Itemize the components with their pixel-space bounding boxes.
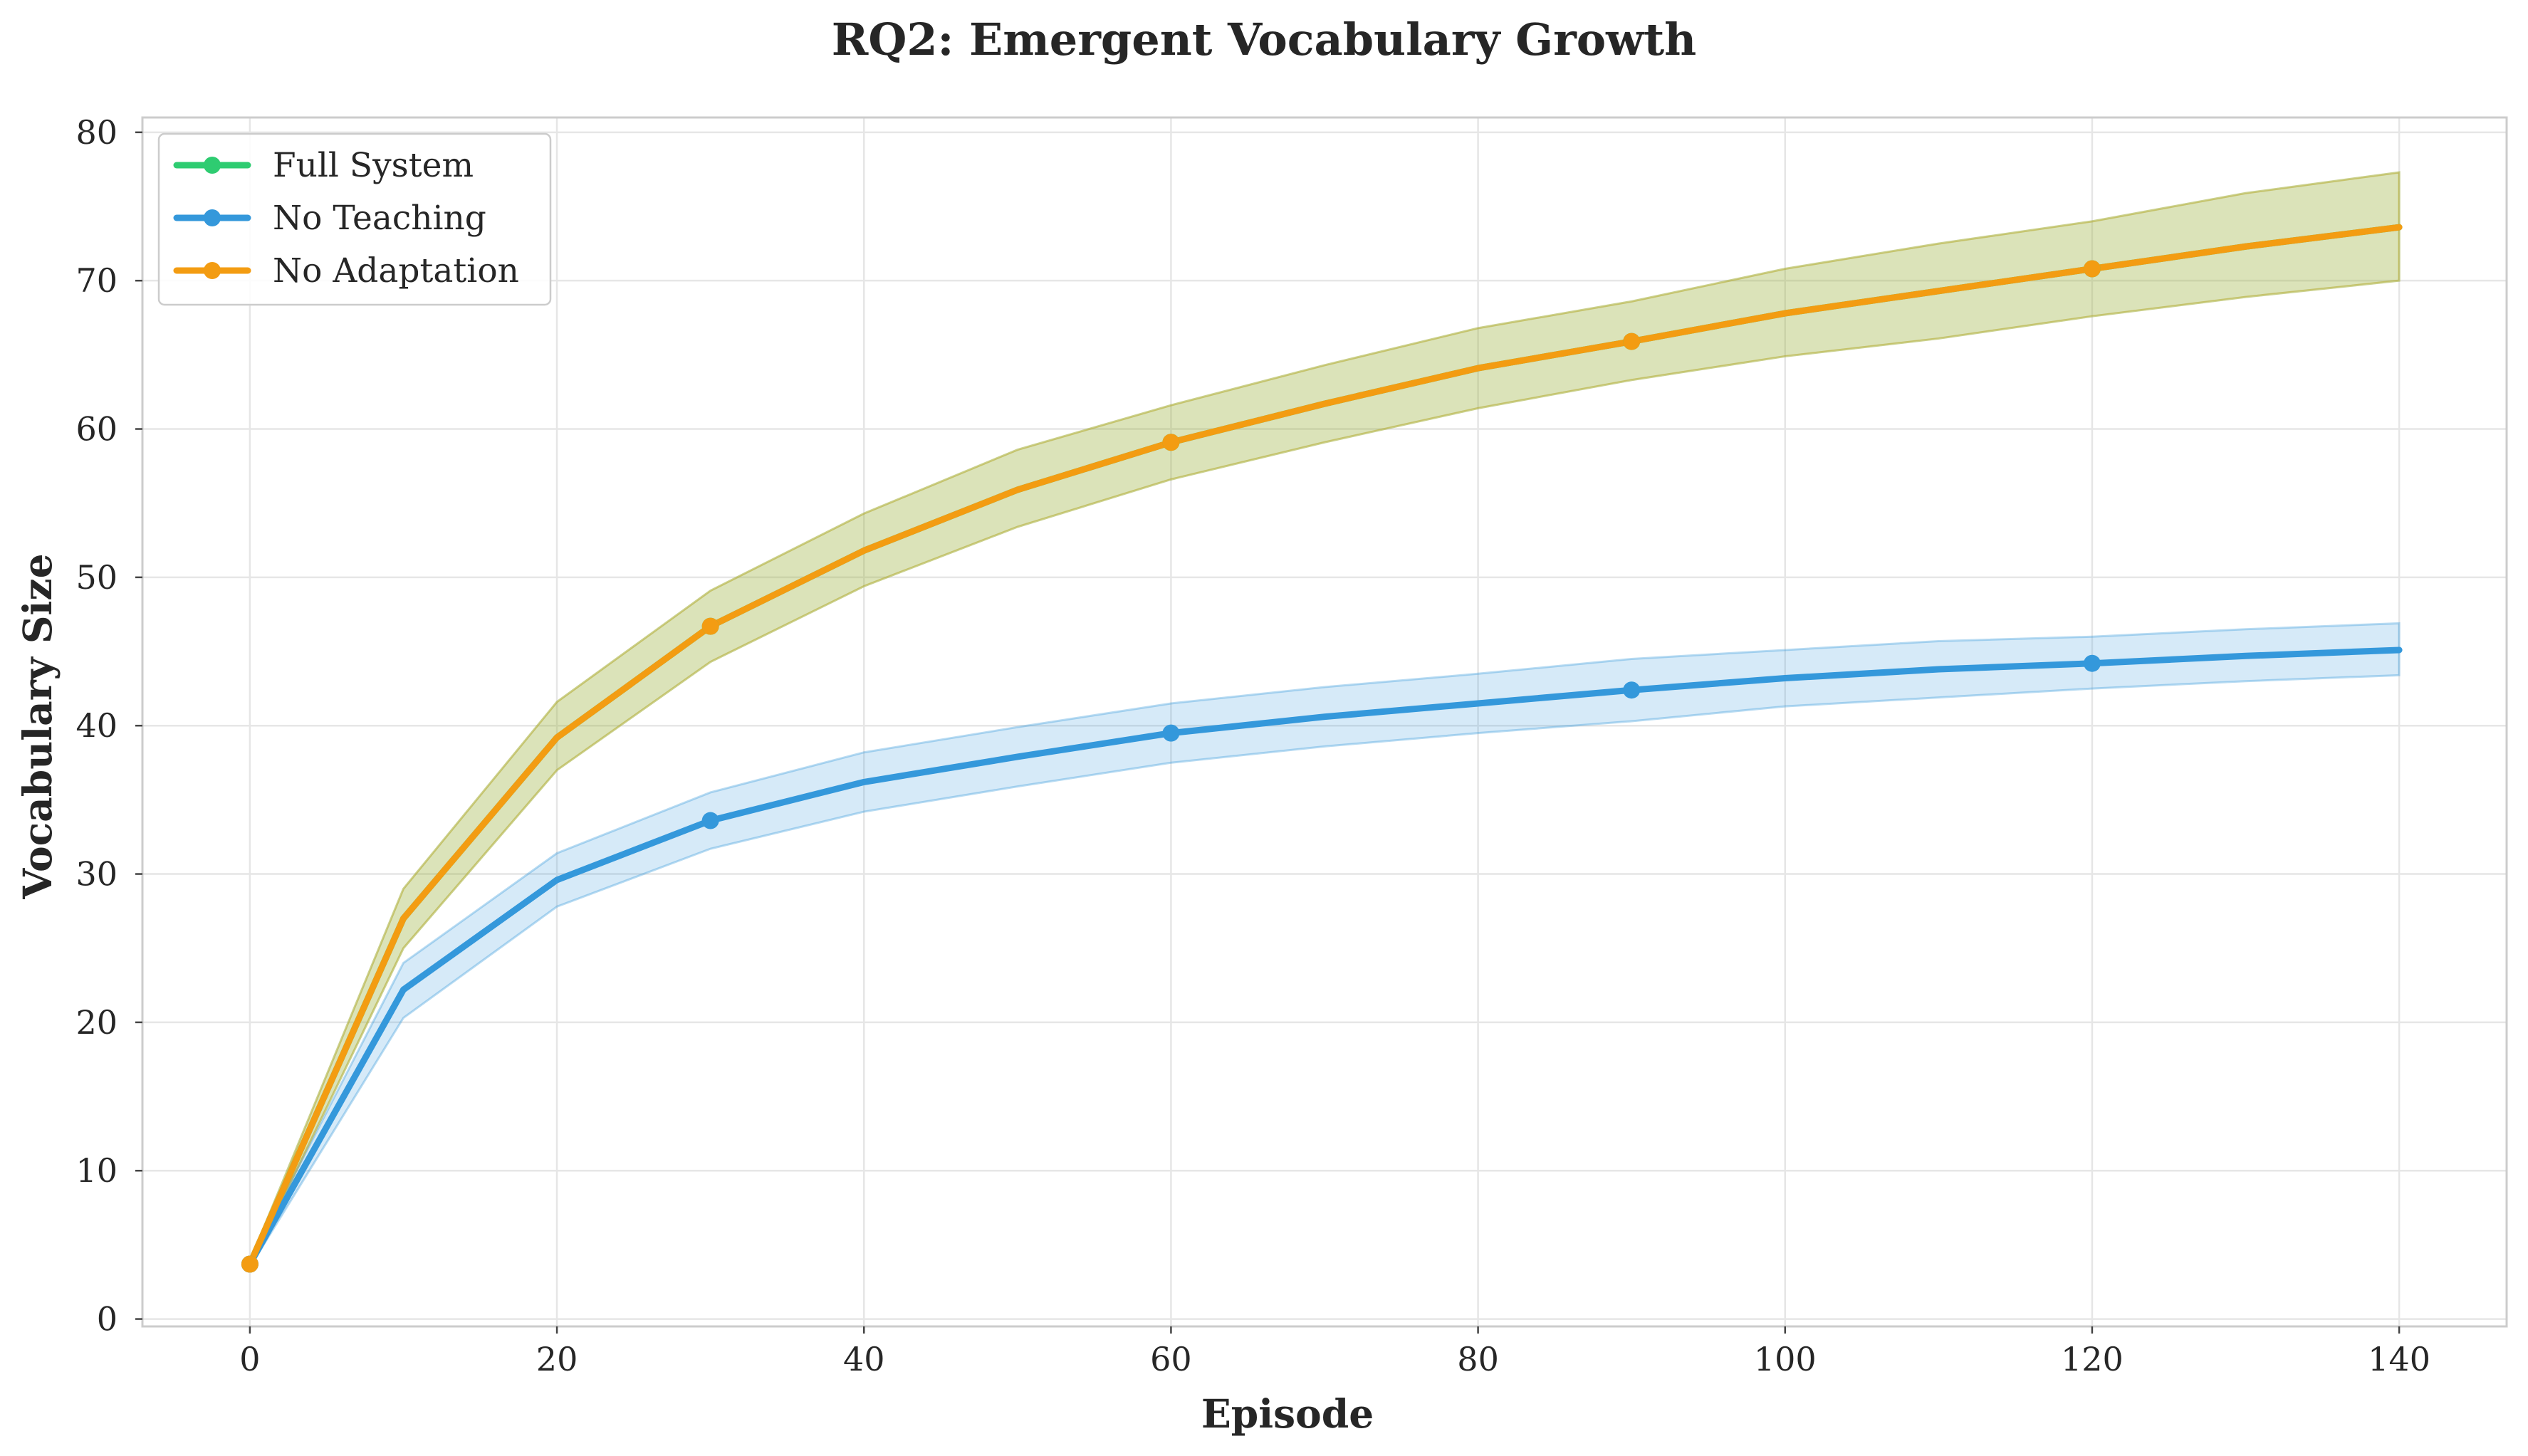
no-teaching-point — [2083, 654, 2101, 672]
legend-no-adaptation-label: No Adaptation — [273, 251, 519, 290]
x-tick-label: 80 — [1457, 1340, 1499, 1378]
no-teaching-point — [1162, 724, 1180, 742]
x-tick-label: 100 — [1754, 1340, 1817, 1378]
legend-full-system-marker — [204, 157, 221, 174]
y-tick-label: 30 — [75, 855, 117, 894]
x-tick-label: 40 — [843, 1340, 885, 1378]
no-adaptation-point — [1623, 332, 1641, 350]
chart-title: RQ2: Emergent Vocabulary Growth — [832, 14, 1696, 66]
confidence-bands — [249, 171, 2401, 1271]
no-teaching-point — [701, 812, 719, 829]
series-lines — [246, 224, 2403, 1267]
legend-no-adaptation-marker — [204, 262, 221, 279]
legend-box — [157, 132, 552, 306]
no-adaptation-point — [241, 1255, 258, 1273]
x-axis-label: Episode — [1201, 1390, 1374, 1437]
plot-frame — [141, 116, 2508, 1328]
x-tick-label: 0 — [239, 1340, 260, 1378]
no-adaptation-band — [249, 171, 2401, 1268]
no-teaching-band — [249, 622, 2401, 1271]
y-axis-label: Vocabulary Size — [14, 553, 61, 899]
x-tick-label: 20 — [536, 1340, 578, 1378]
no-adaptation-line — [246, 224, 2403, 1267]
y-tick-label: 50 — [75, 558, 117, 597]
y-tick-label: 0 — [97, 1300, 117, 1339]
legend-full-system-label: Full System — [273, 146, 474, 185]
no-adaptation-point — [1162, 434, 1180, 451]
no-adaptation-point — [2083, 260, 2101, 278]
y-tick-label: 10 — [75, 1151, 117, 1190]
x-tick-label: 140 — [2368, 1340, 2430, 1378]
series-markers — [241, 260, 2101, 1273]
no-adaptation-point — [701, 617, 719, 635]
y-tick-label: 70 — [75, 261, 117, 300]
legend-no-teaching-marker — [204, 209, 221, 226]
grid — [142, 117, 2507, 1326]
legend-no-teaching-label: No Teaching — [273, 199, 486, 238]
y-tick-label: 40 — [75, 706, 117, 745]
y-axis-ticks: 0 10 20 30 40 50 60 70 80 — [75, 113, 142, 1339]
x-axis-ticks: 0 20 40 60 80 100 120 140 — [239, 1326, 2430, 1378]
x-tick-label: 120 — [2061, 1340, 2124, 1378]
no-teaching-point — [1623, 681, 1641, 699]
y-tick-label: 20 — [75, 1003, 117, 1042]
x-tick-label: 60 — [1150, 1340, 1192, 1378]
legend: Full System No Teaching No Adaptation — [157, 132, 552, 306]
no-teaching-line — [246, 646, 2403, 1267]
full-system-band — [249, 171, 2401, 1268]
y-tick-label: 60 — [75, 410, 117, 449]
y-tick-label: 80 — [75, 113, 117, 152]
